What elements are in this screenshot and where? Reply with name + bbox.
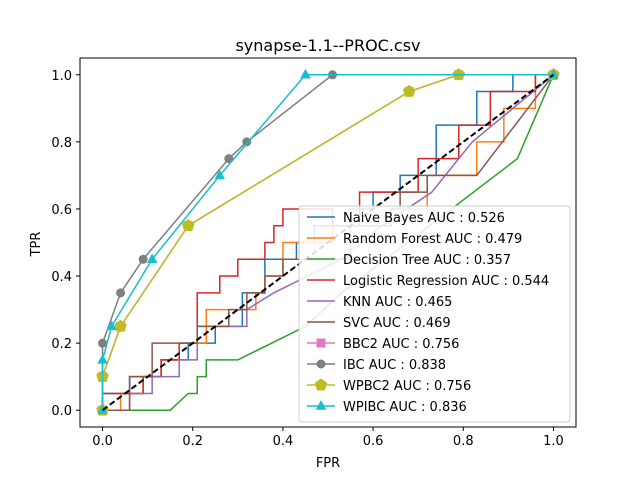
point-marker-triangle — [146, 253, 158, 263]
point-marker-pentagon — [114, 319, 127, 332]
legend-entry: BBC2 AUC : 0.756 — [307, 337, 459, 352]
point-marker-triangle — [97, 354, 108, 364]
legend-label: Naive Bayes AUC : 0.526 — [343, 211, 505, 226]
point-marker-circle — [242, 137, 252, 147]
legend-label: WPBC2 AUC : 0.756 — [343, 379, 471, 394]
point-marker-pentagon — [181, 219, 195, 232]
legend-label: SVC AUC : 0.469 — [343, 316, 451, 331]
legend-entry: KNN AUC : 0.465 — [307, 295, 452, 310]
x-tick-label: 0.6 — [363, 434, 384, 449]
x-tick-label: 1.0 — [543, 434, 564, 449]
legend-label: Decision Tree AUC : 0.357 — [343, 253, 511, 268]
legend: Naive Bayes AUC : 0.526 Random Forest AUC… — [298, 205, 571, 423]
legend-label: Random Forest AUC : 0.479 — [343, 232, 522, 247]
legend-entry: Random Forest AUC : 0.479 — [307, 232, 522, 247]
point-marker-pentagon — [314, 378, 328, 391]
point-marker-triangle — [315, 400, 327, 410]
legend-entry: WPBC2 AUC : 0.756 — [307, 378, 471, 394]
legend-label: Logistic Regression AUC : 0.544 — [343, 274, 549, 289]
legend-entry: WPIBC AUC : 0.836 — [307, 400, 467, 415]
point-marker-pentagon — [402, 84, 416, 97]
point-marker-square — [316, 338, 326, 348]
legend-entry: Naive Bayes AUC : 0.526 — [307, 211, 505, 226]
point-marker-circle — [316, 359, 326, 369]
y-axis-label: TPR — [29, 232, 44, 258]
point-marker-circle — [98, 338, 108, 348]
y-tick-label: 0.8 — [51, 136, 72, 151]
legend-label: KNN AUC : 0.465 — [343, 295, 452, 310]
series-line — [102, 74, 555, 411]
legend-entry: Logistic Regression AUC : 0.544 — [307, 274, 549, 289]
x-tick-label: 0.0 — [92, 434, 113, 449]
x-axis-label: FPR — [316, 456, 340, 471]
y-axis: 0.0 0.2 0.4 0.6 0.8 1.0 — [51, 69, 80, 419]
legend-label: BBC2 AUC : 0.756 — [343, 337, 459, 352]
x-tick-label: 0.8 — [453, 434, 474, 449]
axes-frame — [79, 57, 577, 428]
y-tick-label: 0.2 — [51, 337, 72, 352]
point-marker-circle — [116, 288, 126, 298]
point-marker-circle — [224, 154, 234, 164]
point-marker-circle — [138, 254, 148, 264]
y-tick-label: 0.4 — [51, 270, 72, 285]
x-tick-label: 0.2 — [182, 434, 203, 449]
point-marker-triangle — [214, 169, 226, 180]
y-tick-label: 0.0 — [51, 404, 72, 419]
chart-title: synapse-1.1--PROC.csv — [235, 36, 420, 55]
legend-label: WPIBC AUC : 0.836 — [343, 400, 467, 415]
plot-area — [79, 57, 577, 428]
legend-label: IBC AUC : 0.838 — [343, 358, 446, 373]
y-tick-label: 0.6 — [51, 203, 72, 218]
x-tick-label: 0.4 — [273, 434, 294, 449]
x-axis: 0.0 0.2 0.4 0.6 0.8 1.0 — [92, 427, 564, 449]
y-tick-label: 1.0 — [51, 69, 72, 84]
legend-box — [298, 205, 571, 423]
point-marker-triangle — [300, 68, 311, 79]
point-marker-triangle — [106, 320, 117, 331]
legend-entry: Decision Tree AUC : 0.357 — [307, 253, 511, 268]
legend-entry: SVC AUC : 0.469 — [307, 316, 451, 331]
legend-entry: IBC AUC : 0.838 — [307, 358, 446, 373]
series-5 — [102, 74, 555, 411]
series-line — [101, 74, 554, 411]
